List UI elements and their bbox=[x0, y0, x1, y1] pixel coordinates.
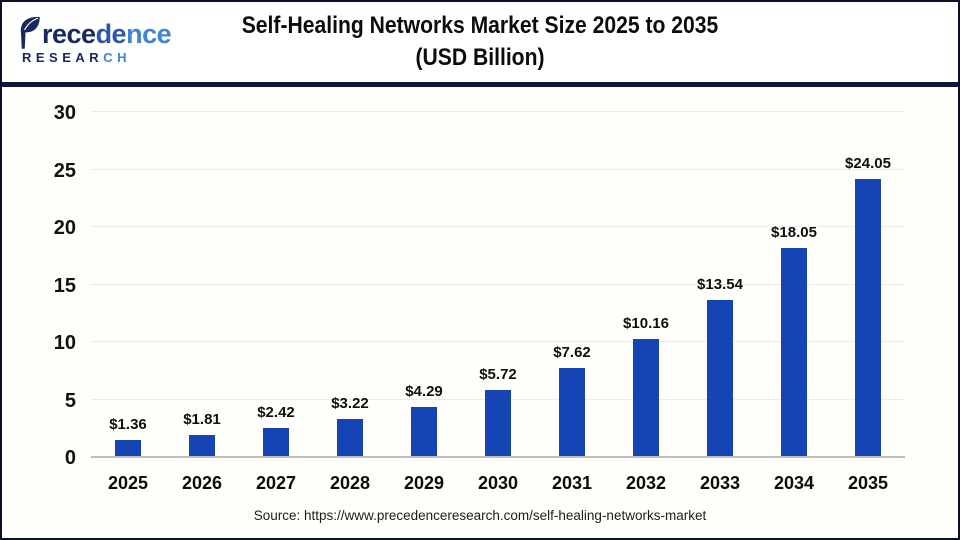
brand-subtitle-accent: CH bbox=[103, 50, 131, 65]
bar-value-label: $13.54 bbox=[697, 276, 743, 294]
y-axis-tick-label: 20 bbox=[53, 217, 76, 239]
bar-value-label: $5.72 bbox=[479, 366, 517, 384]
bar bbox=[337, 418, 363, 456]
brand-subtitle: RESEARCH bbox=[18, 50, 178, 65]
gridline bbox=[91, 226, 905, 227]
y-axis: 0 5 10 15 20 25 30 bbox=[2, 102, 76, 469]
source-note: Source: https://www.precedenceresearch.c… bbox=[253, 508, 707, 523]
x-axis-label: 2025 bbox=[107, 473, 149, 493]
x-axis-label: 2033 bbox=[699, 473, 741, 493]
bar bbox=[559, 368, 585, 456]
x-axis-label: 2032 bbox=[625, 473, 667, 493]
x-axis: 2025 2026 2027 2028 2029 2030 2031 2032 2033 2034… bbox=[91, 471, 905, 495]
bar bbox=[633, 339, 659, 456]
bar bbox=[781, 248, 807, 456]
gridline bbox=[91, 341, 905, 342]
bar-value-label: $1.81 bbox=[183, 411, 221, 429]
y-axis-tick-label: 25 bbox=[53, 159, 76, 182]
x-axis-label: 2034 bbox=[773, 473, 815, 493]
gridline bbox=[91, 111, 905, 112]
leaf-p-logo-icon bbox=[20, 17, 40, 49]
brand-text-part: nce bbox=[126, 19, 172, 49]
plot-area: $1.36 $1.81 $2.42 $3.22 $4.29 $5.72 $7.62 $10.1… bbox=[91, 111, 905, 458]
bar bbox=[263, 428, 289, 456]
brand-text-part: rece bbox=[42, 19, 96, 49]
bar-value-label: $7.62 bbox=[553, 344, 591, 362]
bar bbox=[707, 300, 733, 456]
header: rece de nce RESEARCH Self-Healing Networks… bbox=[2, 2, 958, 82]
brand-wordmark: rece de nce bbox=[18, 13, 178, 49]
bar bbox=[411, 406, 437, 456]
bar bbox=[855, 179, 881, 456]
x-axis-label: 2026 bbox=[181, 473, 223, 493]
bar bbox=[115, 440, 141, 456]
x-axis-label: 2029 bbox=[403, 473, 445, 493]
y-axis-tick-label: 5 bbox=[64, 389, 76, 412]
gridline bbox=[91, 168, 905, 170]
bar-value-label: $18.05 bbox=[771, 224, 817, 242]
bar bbox=[485, 390, 511, 456]
y-axis-tick-label: 0 bbox=[64, 447, 76, 469]
bar-value-label: $24.05 bbox=[845, 155, 891, 173]
bar bbox=[189, 435, 215, 456]
brand-text-part: de bbox=[95, 19, 127, 49]
bar-value-label: $1.36 bbox=[109, 416, 147, 434]
x-axis-label: 2035 bbox=[847, 473, 889, 493]
bar-value-label: $10.16 bbox=[623, 315, 669, 333]
header-divider bbox=[2, 82, 958, 87]
brand-logo: rece de nce RESEARCH bbox=[18, 13, 178, 65]
y-axis-tick-label: 10 bbox=[53, 332, 76, 354]
chart-title: Self-Healing Networks Market Size 2025 t… bbox=[59, 10, 900, 74]
x-axis-label: 2028 bbox=[329, 473, 371, 493]
y-axis-tick-label: 15 bbox=[53, 274, 76, 297]
bar-value-label: $2.42 bbox=[257, 404, 295, 422]
brand-subtitle-primary: RESEAR bbox=[22, 50, 104, 65]
x-axis-label: 2027 bbox=[255, 473, 297, 493]
gridline bbox=[91, 283, 905, 285]
bar-value-label: $4.29 bbox=[405, 382, 443, 400]
chart-title-line2: (USD Billion) bbox=[415, 44, 545, 71]
x-axis-label: 2031 bbox=[551, 473, 593, 493]
x-axis-label: 2030 bbox=[477, 473, 519, 493]
chart-title-line1: Self-Healing Networks Market Size 2025 t… bbox=[241, 12, 719, 39]
bar-value-label: $3.22 bbox=[331, 394, 369, 412]
y-axis-tick-label: 30 bbox=[53, 102, 76, 124]
